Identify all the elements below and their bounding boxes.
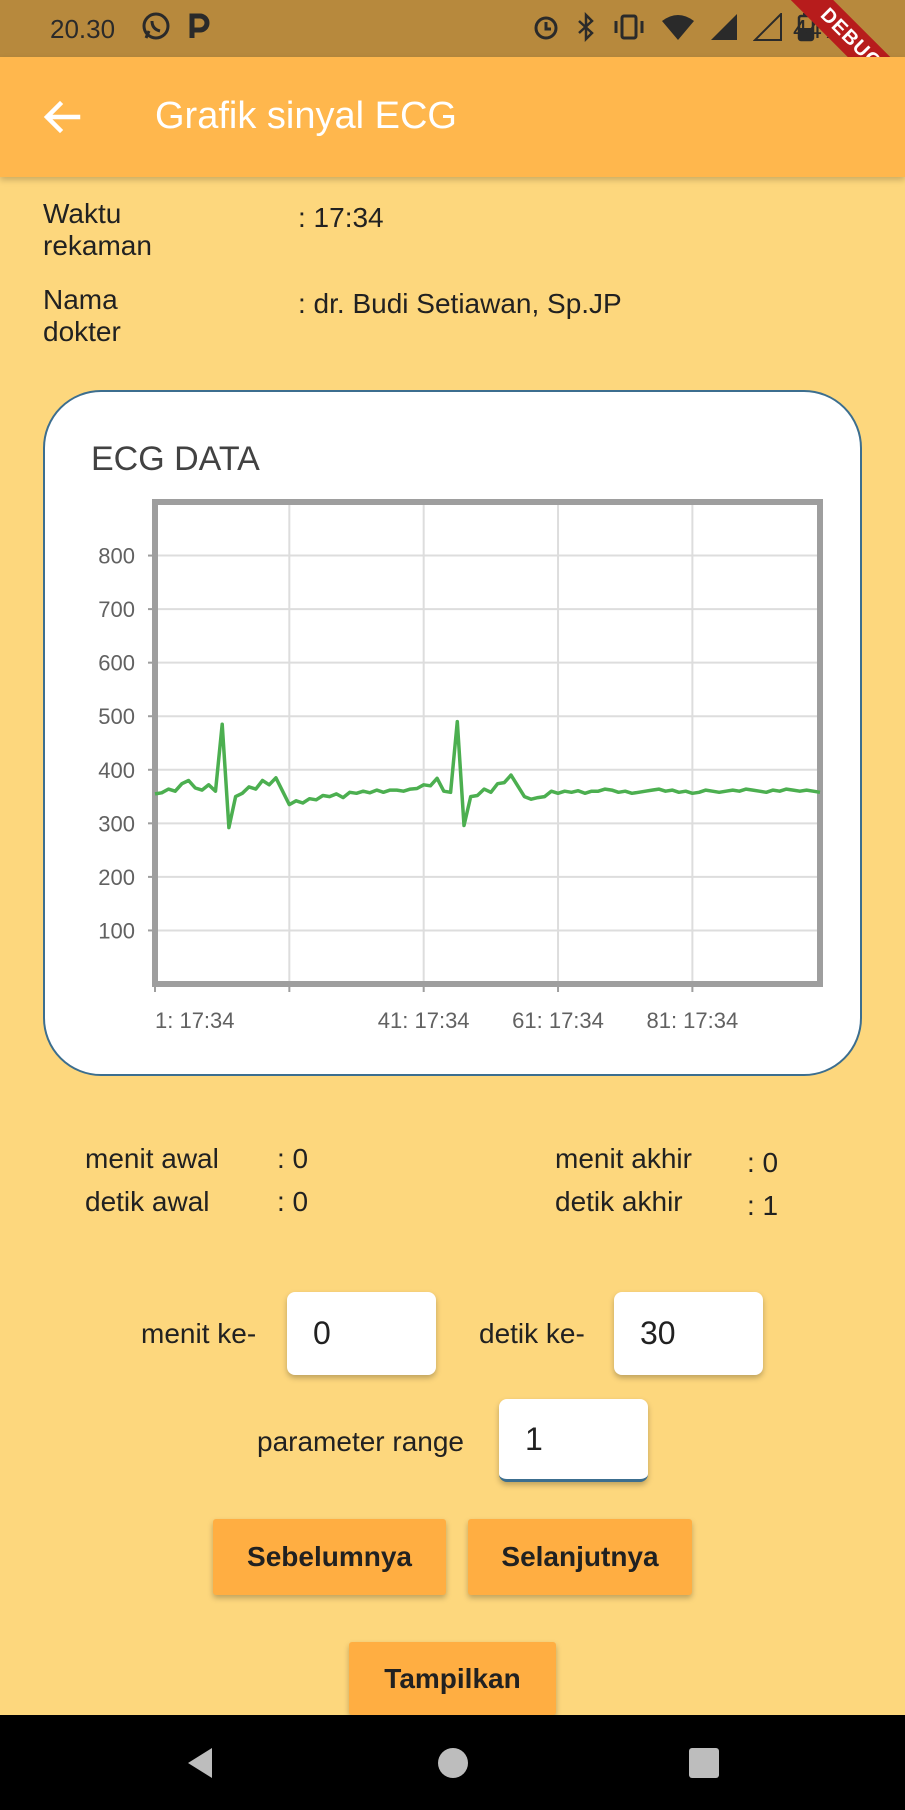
recents-square-icon[interactable] [681,1740,727,1786]
doctor-label: Nama dokter [43,284,121,347]
start-minute-label: menit awal [85,1143,219,1174]
second-input[interactable] [614,1292,763,1375]
signal-empty-icon [752,11,783,48]
ecg-chart: 100 200 300 400 500 600 700 800 1: 17:34 41: 17:3… [98,499,823,1033]
parking-icon [186,10,212,49]
ecg-chart-card: ECG DATA 100 200 300 400 500 600 700 800 1: 17:3… [43,390,862,1076]
x-tick-label: 1: 17:34 [155,1008,235,1033]
minute-label: menit ke- [141,1318,257,1349]
end-second-value: : 1 [747,1190,779,1221]
signal-icon [709,13,739,48]
page-title: Grafik sinyal ECG [155,95,457,137]
status-bar: 20.30 44% DEBUG [0,0,905,121]
vibrate-icon [611,12,647,49]
alarm-icon [531,12,561,49]
end-minute-label: menit akhir [555,1143,692,1174]
y-tick-label: 700 [98,597,135,622]
next-button[interactable]: Selanjutnya [468,1519,692,1595]
y-tick-label: 100 [98,918,135,943]
end-minute-value: : 0 [747,1147,779,1178]
y-tick-label: 200 [98,865,135,890]
x-tick-label: 81: 17:34 [646,1008,738,1033]
y-tick-label: 800 [98,544,135,569]
minute-input[interactable] [287,1292,436,1375]
system-nav-bar [0,1715,905,1810]
ecg-series-line [154,719,821,830]
arrow-left-icon[interactable] [38,93,86,141]
previous-button[interactable]: Sebelumnya [213,1519,446,1595]
doctor-value: : dr. Budi Setiawan, Sp.JP [298,288,622,319]
y-tick-label: 400 [98,758,135,783]
wifi-icon [661,13,695,48]
bluetooth-icon [575,11,597,49]
range-label: parameter range [257,1426,465,1457]
y-tick-label: 600 [98,651,135,676]
plot-border [152,499,823,987]
show-button[interactable]: Tampilkan [349,1642,556,1715]
y-tick-label: 300 [98,811,135,836]
home-circle-icon[interactable] [430,1740,476,1786]
x-tick-label: 61: 17:34 [512,1008,604,1033]
record-time-value: : 17:34 [298,202,384,233]
x-tick-label: 41: 17:34 [378,1008,470,1033]
back-triangle-icon[interactable] [178,1740,224,1786]
chart-title: ECG DATA [91,440,260,478]
range-input[interactable] [499,1399,648,1482]
end-second-label: detik akhir [555,1186,683,1217]
whatsapp-icon [140,10,172,49]
app-bar: Grafik sinyal ECG [0,57,905,177]
record-time-label: Waktu rekaman [43,198,152,261]
start-second-label: detik awal [85,1186,210,1217]
start-minute-value: : 0 [277,1143,309,1174]
second-label: detik ke- [479,1318,585,1349]
status-time: 20.30 [50,14,116,44]
start-second-value: : 0 [277,1186,309,1217]
y-tick-label: 500 [98,704,135,729]
